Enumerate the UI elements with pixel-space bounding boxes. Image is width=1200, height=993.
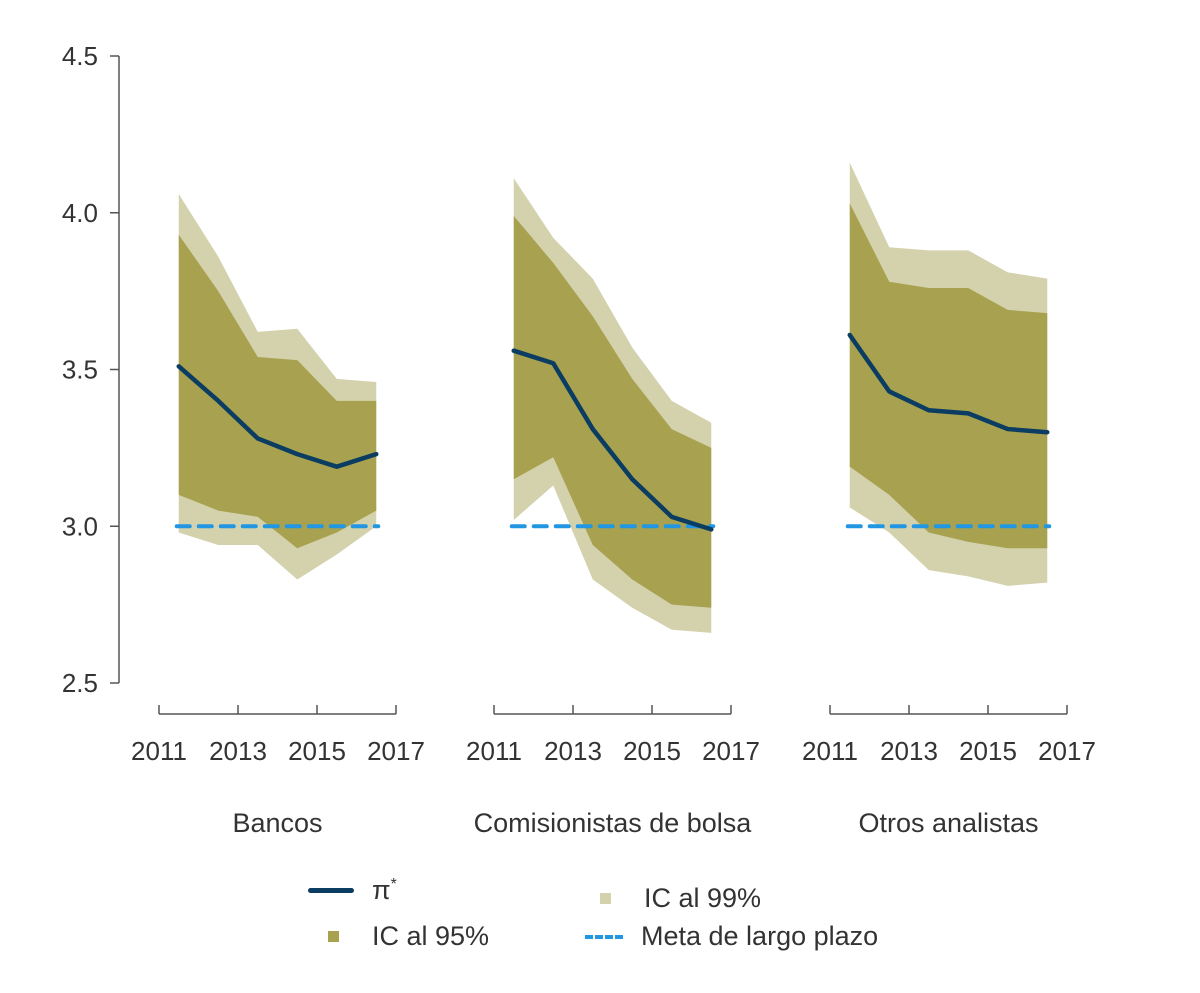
x-tick-label: 2017 [1038,736,1096,766]
x-tick-label: 2015 [959,736,1017,766]
x-tick-label: 2013 [209,736,267,766]
legend: π* IC al 99% IC al 95% Meta de largo pla… [300,875,1000,975]
y-tick-label: 2.5 [62,668,98,698]
legend-label-ci99: IC al 99% [644,883,762,913]
legend-label-target: Meta de largo plazo [641,921,879,951]
x-tick-label: 2015 [623,736,681,766]
legend-item-ci95: IC al 95% [308,921,489,952]
line-swatch-icon [308,888,354,893]
panels: 2011 2013 2015 2017 Bancos 2011 2013 2015 2017 Co… [131,162,1096,838]
y-tick-label: 3.5 [62,355,98,385]
legend-item-ci99: IC al 99% [580,883,761,914]
legend-item-target: Meta de largo plazo [585,921,878,952]
panel-label: Bancos [232,808,322,838]
x-tick-label: 2011 [802,736,858,766]
legend-item-pi-star: π* [308,875,397,906]
dashed-line-swatch-icon [585,934,623,939]
chart: 2.53.03.54.04.5 2011 2013 2015 2017Bancos20… [62,41,1096,838]
pi-star-line [847,332,1050,435]
pi-star-line [176,364,379,469]
panel-label: Otros analistas [858,808,1038,838]
x-tick-label: 2017 [367,736,425,766]
x-tick-label: 2013 [880,736,938,766]
x-tick-label: 2011 [131,736,187,766]
panel-otros-analistas: 2011 2013 2015 2017 Otros analistas [802,162,1096,838]
ci95-swatch-icon [328,931,339,942]
x-tick-label: 2013 [544,736,602,766]
panel-comisionistas-de-bolsa: 2011 2013 2015 2017 Comisionistas de bolsa [466,178,760,838]
x-tick-label: 2015 [288,736,346,766]
y-tick-label: 4.0 [62,198,98,228]
y-axis: 2.5 3.0 3.5 4.0 4.5 [62,41,120,698]
ci95-band [178,234,377,549]
legend-label-ci95: IC al 95% [372,921,490,951]
y-tick-label: 4.5 [62,41,98,71]
legend-label-pi-star: π* [372,875,397,905]
x-tick-label: 2017 [702,736,760,766]
ci95-band [849,203,1048,549]
y-tick-label: 3.0 [62,511,98,541]
panel-label: Comisionistas de bolsa [474,808,753,838]
pi-star-line [511,348,714,532]
x-tick-label: 2011 [466,736,522,766]
panel-bancos: 2011 2013 2015 2017 Bancos [131,193,425,838]
ci99-swatch-icon [600,893,611,904]
